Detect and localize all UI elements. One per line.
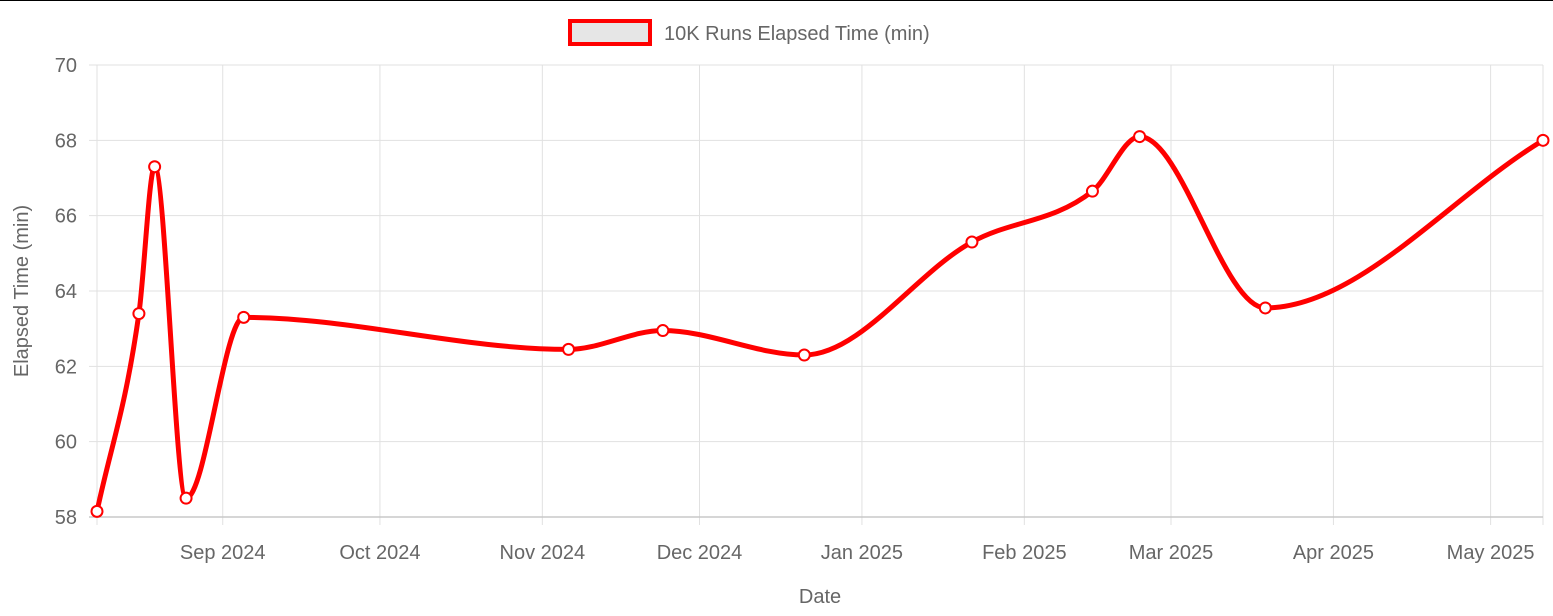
- y-tick-label: 68: [55, 130, 77, 152]
- x-tick-label: Mar 2025: [1129, 542, 1214, 564]
- x-axis-title: Date: [799, 586, 841, 608]
- x-tick-label: Oct 2024: [339, 542, 420, 564]
- data-point[interactable]: [1536, 133, 1550, 147]
- legend-swatch[interactable]: [568, 19, 652, 46]
- data-point[interactable]: [1085, 184, 1099, 198]
- data-point[interactable]: [90, 504, 104, 518]
- grid-lines: [89, 64, 1544, 525]
- y-axis-title: Elapsed Time (min): [11, 205, 33, 377]
- data-point[interactable]: [1133, 130, 1147, 144]
- x-axis-ticks: Sep 2024 Oct 2024 Nov 2024 Dec 2024 Jan 2025…: [180, 542, 1535, 564]
- legend-label[interactable]: 10K Runs Elapsed Time (min): [664, 23, 930, 45]
- y-tick-label: 70: [55, 55, 77, 77]
- y-tick-label: 64: [55, 281, 77, 303]
- x-tick-label: Jan 2025: [821, 542, 903, 564]
- x-tick-label: May 2025: [1447, 542, 1535, 564]
- data-point[interactable]: [562, 342, 576, 356]
- data-point[interactable]: [1258, 301, 1272, 315]
- x-tick-label: Feb 2025: [982, 542, 1067, 564]
- x-tick-label: Nov 2024: [500, 542, 586, 564]
- data-point[interactable]: [237, 310, 251, 324]
- x-tick-label: Dec 2024: [657, 542, 743, 564]
- data-point[interactable]: [179, 491, 193, 505]
- y-tick-label: 60: [55, 432, 77, 454]
- x-tick-label: Sep 2024: [180, 542, 266, 564]
- data-point[interactable]: [965, 235, 979, 249]
- series-line: [94, 134, 1546, 514]
- legend[interactable]: 10K Runs Elapsed Time (min): [568, 19, 930, 46]
- series-line-layer: [94, 134, 1546, 514]
- data-point[interactable]: [148, 160, 162, 174]
- data-point[interactable]: [656, 324, 670, 338]
- x-tick-label: Apr 2025: [1293, 542, 1374, 564]
- y-tick-label: 58: [55, 507, 77, 529]
- series-points: [90, 130, 1550, 518]
- data-point[interactable]: [132, 307, 146, 321]
- y-axis-ticks: 58 60 62 64 66 68 70: [55, 55, 77, 529]
- y-tick-label: 62: [55, 356, 77, 378]
- data-point[interactable]: [797, 348, 811, 362]
- y-tick-label: 66: [55, 206, 77, 228]
